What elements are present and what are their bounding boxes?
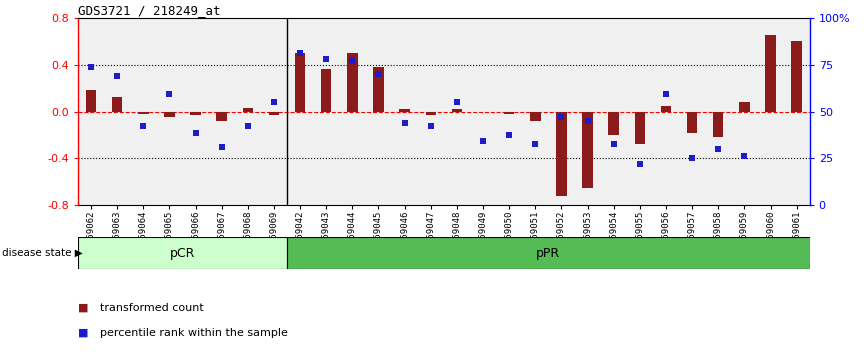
Bar: [792, 41, 802, 112]
Bar: [504, 112, 514, 114]
Bar: [373, 67, 384, 112]
Bar: [399, 109, 410, 112]
Bar: [556, 112, 566, 196]
Text: pCR: pCR: [170, 247, 195, 259]
Bar: [582, 112, 593, 188]
Bar: [112, 97, 122, 112]
Bar: [347, 53, 358, 112]
Text: disease state ▶: disease state ▶: [2, 248, 82, 258]
Text: percentile rank within the sample: percentile rank within the sample: [100, 328, 288, 338]
Bar: [766, 35, 776, 112]
Bar: [740, 102, 750, 112]
Bar: [138, 112, 148, 114]
Bar: [687, 112, 697, 133]
Bar: [268, 112, 279, 115]
Bar: [165, 112, 175, 118]
Text: transformed count: transformed count: [100, 303, 204, 313]
Bar: [635, 112, 645, 144]
Bar: [216, 112, 227, 121]
Bar: [86, 90, 96, 112]
Bar: [452, 109, 462, 112]
Bar: [294, 53, 306, 112]
Bar: [191, 112, 201, 115]
Bar: [530, 112, 540, 121]
Text: GDS3721 / 218249_at: GDS3721 / 218249_at: [78, 4, 221, 17]
Bar: [242, 108, 253, 112]
Text: ■: ■: [78, 328, 88, 338]
Bar: [609, 112, 619, 135]
Bar: [78, 237, 287, 269]
Text: ■: ■: [78, 303, 88, 313]
Text: pPR: pPR: [536, 247, 560, 259]
Bar: [287, 237, 810, 269]
Bar: [661, 105, 671, 112]
Bar: [321, 69, 332, 112]
Bar: [713, 112, 723, 137]
Bar: [425, 112, 436, 115]
